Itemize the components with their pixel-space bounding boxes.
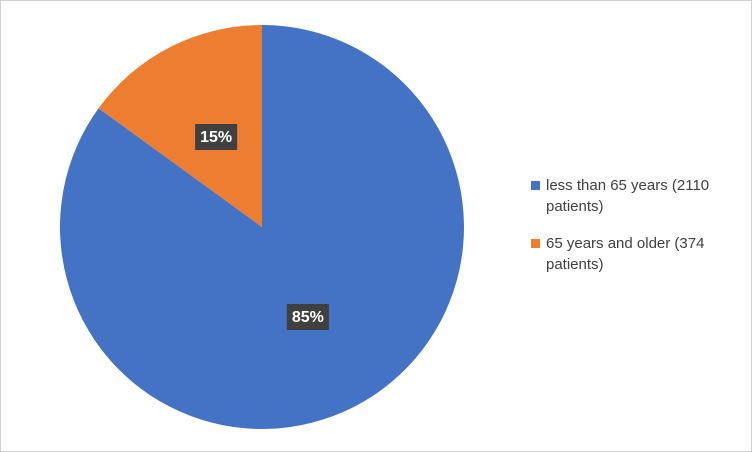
legend: less than 65 years (2110 patients) 65 yea… [521,169,749,281]
legend-entry: 65 years and older (374 patients) [531,233,749,275]
data-label-box [195,124,238,151]
legend-label: 65 years and older (374 patients) [546,235,705,273]
data-label: 15% [195,124,238,151]
legend-entry: less than 65 years (2110 patients) [531,175,749,217]
data-label-box [286,303,329,330]
pie-slice [98,25,262,227]
data-label-text: 85% [292,309,324,326]
legend-swatch [531,239,540,248]
legend-label: less than 65 years (2110 patients) [546,177,710,215]
data-label-text: 15% [200,129,232,146]
legend-swatch [531,181,540,190]
data-label: 85% [286,303,329,330]
